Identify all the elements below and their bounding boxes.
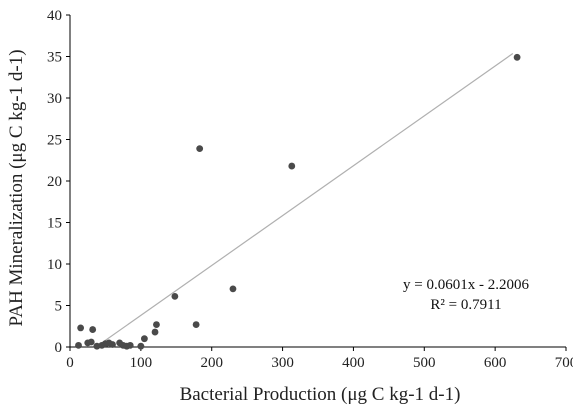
data-point bbox=[288, 162, 296, 170]
data-point bbox=[229, 285, 237, 293]
data-point bbox=[89, 326, 97, 333]
data-point bbox=[137, 342, 145, 350]
x-tick-label: 700 bbox=[555, 355, 573, 371]
data-point bbox=[151, 328, 159, 336]
data-point bbox=[141, 335, 148, 343]
x-tick-label: 600 bbox=[484, 355, 507, 371]
x-tick-label: 300 bbox=[271, 355, 294, 371]
trendline-equation: y = 0.0601x - 2.2006 bbox=[403, 277, 529, 293]
data-points bbox=[75, 53, 521, 350]
y-tick-label: 40 bbox=[47, 8, 62, 24]
y-tick-label: 30 bbox=[47, 91, 62, 107]
data-point bbox=[126, 341, 134, 349]
data-point bbox=[513, 53, 521, 61]
x-tick-label: 0 bbox=[66, 355, 74, 371]
data-point bbox=[87, 338, 95, 346]
data-point bbox=[77, 324, 85, 332]
data-point bbox=[153, 321, 160, 328]
y-tick-label: 15 bbox=[47, 216, 62, 232]
data-point bbox=[75, 341, 82, 349]
x-tick-label: 200 bbox=[200, 355, 223, 371]
x-tick-label: 100 bbox=[130, 355, 153, 371]
y-tick-label: 25 bbox=[47, 133, 62, 149]
trendline-layer bbox=[95, 53, 514, 348]
x-axis-title: Bacterial Production (μg C kg-1 d-1) bbox=[180, 384, 461, 405]
x-tick-label: 500 bbox=[413, 355, 436, 371]
y-tick-label: 20 bbox=[47, 174, 62, 190]
r-squared-label: R² = 0.7911 bbox=[430, 297, 501, 313]
tick-labels: 05101520253035400100200300400500600700 bbox=[47, 8, 573, 371]
y-axis-title: PAH Mineralization (μg C kg-1 d-1) bbox=[6, 49, 27, 326]
data-point bbox=[196, 145, 204, 153]
y-tick-label: 10 bbox=[47, 257, 62, 273]
data-point bbox=[171, 292, 179, 300]
y-tick-label: 5 bbox=[55, 299, 63, 315]
x-tick-label: 400 bbox=[342, 355, 365, 371]
y-tick-label: 0 bbox=[55, 340, 63, 356]
trendline bbox=[95, 53, 514, 348]
data-point bbox=[109, 341, 116, 348]
y-tick-label: 35 bbox=[47, 50, 62, 66]
data-point bbox=[192, 321, 200, 328]
